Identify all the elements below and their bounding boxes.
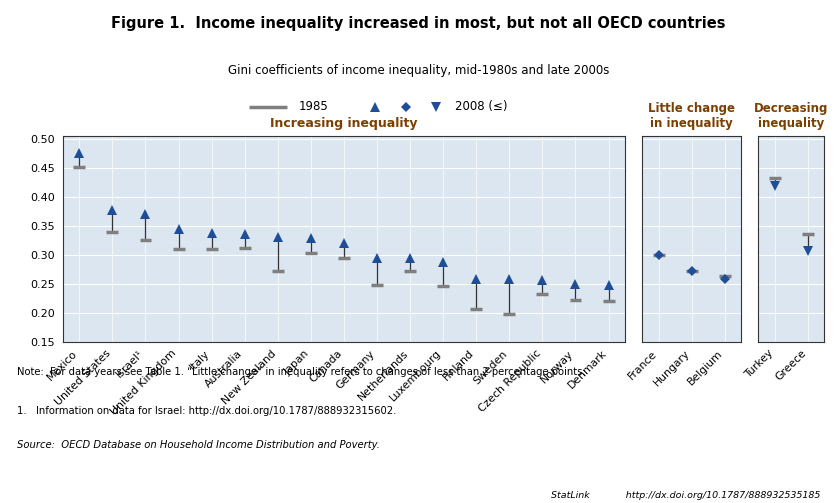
Text: 1985: 1985 xyxy=(298,101,329,113)
Text: 1.   Information on data for Israel: http://dx.doi.org/10.1787/888932315602.: 1. Information on data for Israel: http:… xyxy=(17,406,395,416)
Text: Figure 1.  Income inequality increased in most, but not all OECD countries: Figure 1. Income inequality increased in… xyxy=(111,17,725,32)
Text: 2008 (≤): 2008 (≤) xyxy=(455,101,507,113)
Text: Increasing inequality: Increasing inequality xyxy=(270,117,417,130)
Text: Source:  OECD Database on Household Income Distribution and Poverty.: Source: OECD Database on Household Incom… xyxy=(17,440,380,450)
Text: Decreasing
inequality: Decreasing inequality xyxy=(753,102,828,130)
Text: Gini coefficients of income inequality, mid-1980s and late 2000s: Gini coefficients of income inequality, … xyxy=(227,63,609,76)
Text: Note:  For data years see Table 1. “Little change” in inequality refers to chang: Note: For data years see Table 1. “Littl… xyxy=(17,367,584,377)
Text: Little change
in inequality: Little change in inequality xyxy=(647,102,734,130)
Text: StatLink            http://dx.doi.org/10.1787/888932535185: StatLink http://dx.doi.org/10.1787/88893… xyxy=(550,491,819,500)
